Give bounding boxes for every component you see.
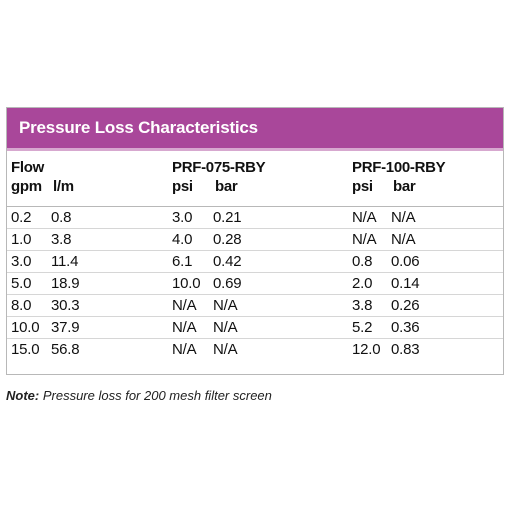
footnote-text: Pressure loss for 200 mesh filter screen	[42, 388, 272, 403]
table-header: Flow gpm l/m PRF-075-RBY psi bar PRF-100…	[7, 151, 503, 207]
model-a-bar-cell: 0.42	[213, 253, 242, 270]
model-b-bar-cell: 0.06	[391, 253, 420, 270]
lpm-cell: 18.9	[51, 275, 80, 292]
table-row: 8.0 30.3 N/A N/A 3.8 0.26	[7, 295, 503, 317]
model-b-header: PRF-100-RBY	[352, 159, 446, 176]
model-a-psi-header: psi	[172, 178, 193, 195]
model-b-psi-cell: 3.8	[352, 297, 373, 314]
gpm-cell: 3.0	[11, 253, 32, 270]
gpm-cell: 0.2	[11, 209, 32, 226]
model-b-psi-header: psi	[352, 178, 373, 195]
model-b-psi-cell: 0.8	[352, 253, 373, 270]
model-b-psi-cell: 2.0	[352, 275, 373, 292]
model-a-header: PRF-075-RBY	[172, 159, 266, 176]
table-row: 5.0 18.9 10.0 0.69 2.0 0.14	[7, 273, 503, 295]
lpm-cell: 56.8	[51, 341, 80, 358]
gpm-cell: 10.0	[11, 319, 40, 336]
model-a-psi-cell: 6.1	[172, 253, 193, 270]
footnote: Note: Pressure loss for 200 mesh filter …	[6, 388, 272, 403]
gpm-cell: 8.0	[11, 297, 32, 314]
model-b-psi-cell: N/A	[352, 231, 377, 248]
pressure-loss-table: Pressure Loss Characteristics Flow gpm l…	[6, 107, 504, 375]
model-b-bar-cell: 0.83	[391, 341, 420, 358]
gpm-header: gpm	[11, 178, 42, 195]
model-a-psi-cell: N/A	[172, 341, 197, 358]
model-a-psi-cell: 4.0	[172, 231, 193, 248]
gpm-cell: 1.0	[11, 231, 32, 248]
lpm-cell: 11.4	[51, 253, 79, 270]
model-a-psi-cell: 3.0	[172, 209, 193, 226]
model-a-bar-cell: 0.28	[213, 231, 242, 248]
model-a-psi-cell: N/A	[172, 297, 197, 314]
table-title-bar: Pressure Loss Characteristics	[7, 108, 503, 151]
model-b-bar-cell: N/A	[391, 231, 416, 248]
model-a-bar-cell: N/A	[213, 341, 238, 358]
model-a-psi-cell: N/A	[172, 319, 197, 336]
lpm-cell: 30.3	[51, 297, 80, 314]
model-a-bar-cell: N/A	[213, 297, 238, 314]
model-b-psi-cell: 12.0	[352, 341, 381, 358]
table-row: 3.0 11.4 6.1 0.42 0.8 0.06	[7, 251, 503, 273]
lpm-cell: 3.8	[51, 231, 72, 248]
gpm-cell: 5.0	[11, 275, 32, 292]
table-title: Pressure Loss Characteristics	[19, 118, 258, 137]
lpm-cell: 0.8	[51, 209, 72, 226]
table-row: 1.0 3.8 4.0 0.28 N/A N/A	[7, 229, 503, 251]
lpm-header: l/m	[53, 178, 74, 195]
model-b-psi-cell: 5.2	[352, 319, 373, 336]
model-b-bar-cell: N/A	[391, 209, 416, 226]
model-b-bar-header: bar	[393, 178, 416, 195]
model-a-psi-cell: 10.0	[172, 275, 201, 292]
lpm-cell: 37.9	[51, 319, 80, 336]
flow-header: Flow	[11, 159, 44, 176]
model-a-bar-header: bar	[215, 178, 238, 195]
model-b-psi-cell: N/A	[352, 209, 377, 226]
footnote-label: Note:	[6, 388, 40, 403]
model-a-bar-cell: 0.21	[213, 209, 242, 226]
model-b-bar-cell: 0.36	[391, 319, 420, 336]
model-a-bar-cell: 0.69	[213, 275, 242, 292]
model-b-bar-cell: 0.14	[391, 275, 420, 292]
table-row: 15.0 56.8 N/A N/A 12.0 0.83	[7, 339, 503, 361]
table-row: 0.2 0.8 3.0 0.21 N/A N/A	[7, 207, 503, 229]
gpm-cell: 15.0	[11, 341, 40, 358]
table-row: 10.0 37.9 N/A N/A 5.2 0.36	[7, 317, 503, 339]
model-a-bar-cell: N/A	[213, 319, 238, 336]
model-b-bar-cell: 0.26	[391, 297, 420, 314]
